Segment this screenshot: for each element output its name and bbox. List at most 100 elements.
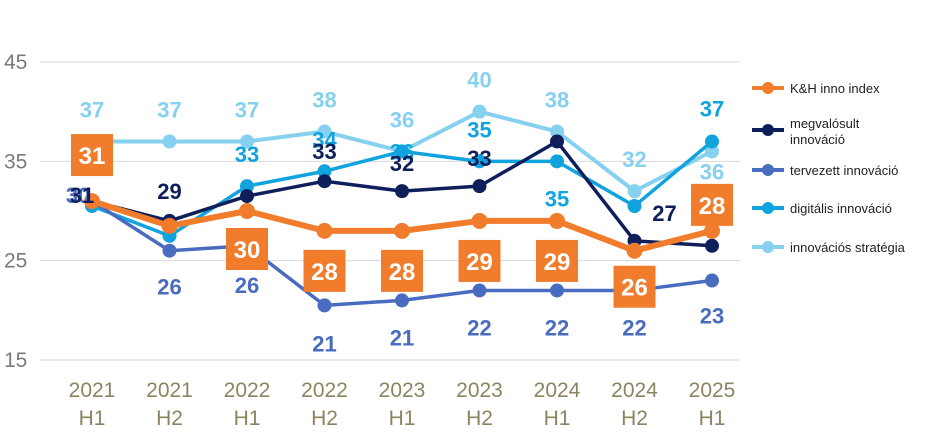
data-point [239, 203, 255, 219]
data-label-box [691, 183, 733, 226]
data-point [549, 212, 565, 229]
data-point [471, 212, 488, 229]
data-point [317, 174, 332, 189]
x-tick-label: 2021 [69, 379, 116, 402]
data-label: 21 [312, 331, 336, 356]
data-point [240, 179, 254, 194]
x-tick-label: H2 [311, 407, 338, 430]
data-label: 33 [312, 139, 336, 164]
data-label: 34 [312, 127, 337, 152]
data-label: 27 [652, 201, 676, 226]
data-point [550, 124, 564, 139]
data-label: 21 [390, 325, 414, 350]
data-point [472, 104, 487, 119]
data-label: 37 [80, 97, 104, 122]
legend-label: digitális innováció [790, 201, 892, 216]
x-tick-label: 2024 [611, 379, 658, 402]
legend-label: K&H inno index [790, 81, 880, 96]
data-point [550, 283, 564, 298]
data-point [627, 199, 642, 214]
data-point [472, 283, 487, 298]
legend-marker [762, 241, 774, 253]
data-point [394, 222, 410, 239]
data-point [240, 189, 254, 204]
data-point [704, 222, 720, 239]
data-point [705, 238, 719, 253]
data-label-box [458, 239, 501, 282]
x-tick-label: H1 [699, 407, 726, 430]
data-point [395, 293, 409, 308]
data-point [472, 154, 487, 169]
data-label: 38 [312, 88, 336, 113]
data-label: 22 [467, 315, 491, 340]
data-label-box [613, 265, 656, 308]
data-label: 37 [235, 97, 259, 122]
data-label: 33 [235, 142, 259, 167]
data-point [317, 298, 332, 313]
x-tick-label: 2021 [146, 379, 193, 402]
x-tick-label: H1 [79, 407, 106, 430]
y-tick-label: 45 [4, 51, 27, 74]
legend-label: tervezett innováció [790, 163, 898, 178]
x-tick-label: 2023 [456, 379, 503, 402]
legend-marker [762, 202, 774, 214]
data-label: 37 [700, 96, 724, 121]
y-tick-label: 35 [4, 150, 27, 173]
data-point [317, 124, 332, 139]
legend-marker [762, 82, 774, 94]
data-label: 22 [622, 315, 646, 340]
data-label: 36 [700, 159, 724, 184]
x-tick-label: 2022 [224, 379, 271, 402]
legend-marker [762, 124, 774, 136]
data-point [162, 243, 177, 258]
data-label: 28 [699, 193, 726, 220]
x-tick-label: 2022 [301, 379, 348, 402]
data-point [395, 144, 409, 159]
data-point [705, 144, 719, 159]
data-point [395, 184, 409, 199]
x-tick-label: H2 [621, 407, 648, 430]
data-label-box [381, 249, 423, 292]
data-label-box [226, 228, 268, 270]
gridlines [40, 61, 740, 361]
x-tick-label: H2 [466, 407, 493, 430]
x-tick-label: H2 [156, 407, 183, 430]
y-axis-ticks: 15 25 35 45 [4, 51, 27, 372]
data-label: 31 [70, 183, 94, 208]
data-point [162, 134, 177, 149]
data-label: 36 [390, 139, 414, 164]
x-tick-label: 2023 [379, 379, 426, 402]
data-label: 28 [389, 259, 416, 286]
legend-label: innováció [790, 132, 845, 147]
data-point [705, 134, 719, 149]
data-label: 29 [157, 179, 181, 204]
data-point [316, 222, 333, 239]
data-label: 40 [467, 68, 491, 93]
data-label: 28 [311, 259, 338, 286]
x-tick-label: H1 [389, 407, 416, 430]
data-point [161, 217, 178, 234]
legend-marker [762, 164, 774, 176]
data-label: 26 [621, 275, 648, 302]
data-label: 35 [467, 117, 491, 142]
data-label: 33 [467, 146, 491, 171]
data-label-box [303, 249, 346, 292]
x-tick-label: H1 [234, 407, 261, 430]
legend-label: megvalósult [790, 116, 860, 131]
data-label: 32 [390, 151, 414, 176]
data-point [240, 134, 254, 149]
y-tick-label: 15 [4, 349, 27, 372]
x-axis-ticks: 2021 H1 2021 H2 2022 H1 2022 H2 2023 H1 2023 H2 2024… [69, 379, 736, 430]
data-label: 38 [545, 88, 569, 113]
y-tick-label: 25 [4, 250, 27, 273]
data-label: 36 [390, 107, 414, 132]
x-tick-label: 2024 [534, 379, 581, 402]
series-lines [84, 104, 720, 313]
data-label: 26 [235, 273, 259, 298]
data-label: 30 [66, 183, 90, 208]
data-label: 29 [466, 249, 493, 276]
data-point [627, 184, 642, 199]
